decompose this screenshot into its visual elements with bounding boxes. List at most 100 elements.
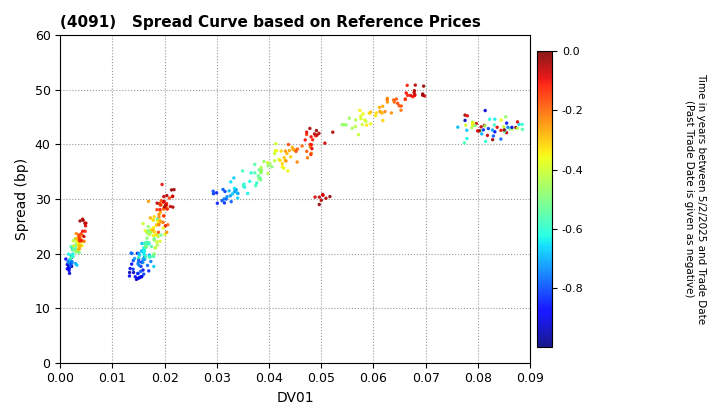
Point (63, 259, 74, 265)
Point (125, 265, 136, 272)
Point (153, 220, 165, 226)
Point (516, 121, 528, 128)
Point (317, 191, 328, 198)
Point (382, 99, 393, 105)
Point (144, 231, 156, 238)
Point (148, 253, 159, 260)
Point (61, 265, 73, 272)
Point (402, 92, 413, 99)
Point (63, 259, 74, 265)
Point (360, 118, 372, 125)
Point (128, 269, 140, 276)
Point (230, 186, 241, 193)
Point (207, 188, 219, 194)
Point (152, 221, 163, 228)
Point (138, 250, 150, 257)
Point (145, 253, 156, 260)
Point (161, 192, 173, 199)
Point (70, 242, 81, 249)
Point (270, 140, 282, 147)
Point (223, 187, 235, 194)
Point (73, 249, 84, 255)
Point (467, 119, 478, 126)
Point (63, 267, 75, 274)
Point (390, 96, 402, 102)
Point (152, 241, 163, 248)
Point (147, 227, 158, 234)
Point (512, 118, 523, 125)
Point (301, 148, 312, 155)
Point (338, 121, 350, 128)
Point (126, 250, 138, 257)
Point (475, 123, 487, 130)
Point (355, 113, 366, 120)
Point (341, 121, 352, 128)
Point (276, 163, 288, 170)
Point (156, 232, 167, 239)
Point (134, 252, 145, 259)
Point (230, 186, 241, 193)
Point (160, 223, 171, 229)
Point (409, 87, 420, 94)
Point (145, 258, 156, 265)
Point (370, 113, 382, 119)
Point (305, 141, 316, 148)
Point (155, 209, 166, 216)
Point (282, 168, 294, 174)
Point (482, 132, 493, 139)
Point (138, 271, 150, 278)
Point (284, 147, 295, 154)
Point (73, 235, 84, 242)
Point (73, 236, 85, 243)
Point (310, 132, 321, 139)
Point (460, 122, 472, 129)
Point (166, 186, 177, 193)
Point (219, 200, 230, 206)
Point (74, 235, 86, 242)
Point (266, 163, 278, 170)
Point (229, 185, 240, 192)
Point (320, 195, 332, 202)
Point (237, 168, 248, 174)
Point (506, 124, 518, 131)
Point (139, 254, 150, 260)
Point (309, 131, 320, 137)
Point (135, 268, 146, 275)
Point (488, 122, 500, 129)
Point (138, 255, 149, 262)
Point (154, 206, 166, 213)
Point (151, 206, 163, 213)
Point (71, 262, 83, 268)
Point (264, 160, 276, 167)
Point (145, 229, 156, 236)
Point (124, 269, 135, 276)
Point (148, 228, 160, 235)
Point (305, 144, 316, 150)
Point (132, 258, 144, 265)
Point (126, 261, 138, 268)
Point (350, 117, 361, 123)
Point (72, 239, 84, 245)
Point (156, 197, 167, 204)
Point (313, 201, 325, 208)
Point (269, 158, 280, 164)
Point (251, 179, 263, 186)
Point (466, 124, 477, 131)
Point (283, 141, 294, 148)
Point (354, 107, 366, 114)
Point (72, 240, 84, 247)
Point (131, 276, 143, 283)
Point (279, 148, 291, 155)
Point (506, 126, 518, 132)
Point (64, 257, 76, 264)
Point (501, 120, 513, 126)
Point (132, 260, 144, 267)
Point (71, 230, 82, 237)
Point (278, 165, 289, 171)
Point (274, 157, 286, 164)
Point (158, 205, 169, 212)
Point (310, 194, 321, 200)
Point (143, 223, 154, 230)
Point (269, 150, 280, 157)
Text: (4091)   Spread Curve based on Reference Prices: (4091) Spread Curve based on Reference P… (60, 15, 481, 30)
